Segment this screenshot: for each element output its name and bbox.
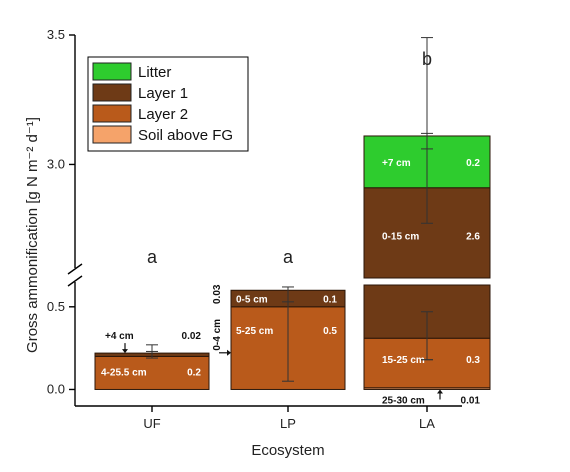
y-tick-label: 0.5	[47, 299, 65, 314]
x-tick-label: LP	[280, 416, 296, 431]
segment-depth-label: 0-15 cm	[382, 232, 419, 243]
legend-swatch	[92, 62, 132, 81]
segment-depth-label: +7 cm	[382, 158, 411, 169]
segment-value-label: 0.02	[182, 331, 202, 342]
segment-value-label: 0.01	[461, 395, 481, 406]
segment-value-label: 0.2	[466, 158, 480, 169]
significance-letter: a	[147, 247, 158, 267]
legend-label: Layer 1	[138, 85, 188, 102]
segment-depth-label: 4-25.5 cm	[101, 367, 147, 378]
segment-value-label: 0.2	[187, 367, 201, 378]
segment-value-label: 0.5	[323, 326, 337, 337]
segment-depth-label: 25-30 cm	[382, 395, 425, 406]
significance-letter: a	[283, 247, 294, 267]
x-axis-title: Ecosystem	[251, 442, 324, 459]
segment-depth-label: 15-25 cm	[382, 355, 425, 366]
annotation-arrowhead	[227, 349, 231, 356]
annotation-arrowhead	[437, 389, 443, 394]
legend-swatch	[92, 104, 132, 123]
legend-swatch	[92, 83, 132, 102]
axis-break-mark	[67, 275, 83, 287]
legend-swatch	[92, 125, 132, 144]
segment-value-label: 0.03	[212, 284, 223, 304]
x-tick-label: LA	[419, 416, 435, 431]
legend-label: Litter	[138, 64, 171, 81]
segment-value-label: 2.6	[466, 232, 480, 243]
segment-depth-label: 0-5 cm	[236, 295, 268, 306]
segment-value-label: 0.1	[323, 295, 337, 306]
y-axis-title: Gross ammonification [g N m⁻² d⁻¹]	[24, 117, 41, 353]
segment-depth-label: 0-4 cm	[212, 319, 223, 351]
legend-label: Layer 2	[138, 106, 188, 123]
significance-letter: b	[422, 49, 432, 69]
axis-break-mark	[67, 263, 83, 275]
y-tick-label: 3.5	[47, 27, 65, 42]
bar-segment-uf-layer-2	[94, 355, 210, 390]
segment-depth-label: 5-25 cm	[236, 326, 273, 337]
x-tick-label: UF	[143, 416, 160, 431]
segment-value-label: 0.3	[466, 355, 480, 366]
y-tick-label: 3.0	[47, 156, 65, 171]
legend-label: Soil above FG	[138, 127, 233, 144]
annotation-arrowhead	[122, 349, 128, 354]
segment-depth-label: +4 cm	[105, 331, 134, 342]
y-tick-label: 0.0	[47, 381, 65, 396]
